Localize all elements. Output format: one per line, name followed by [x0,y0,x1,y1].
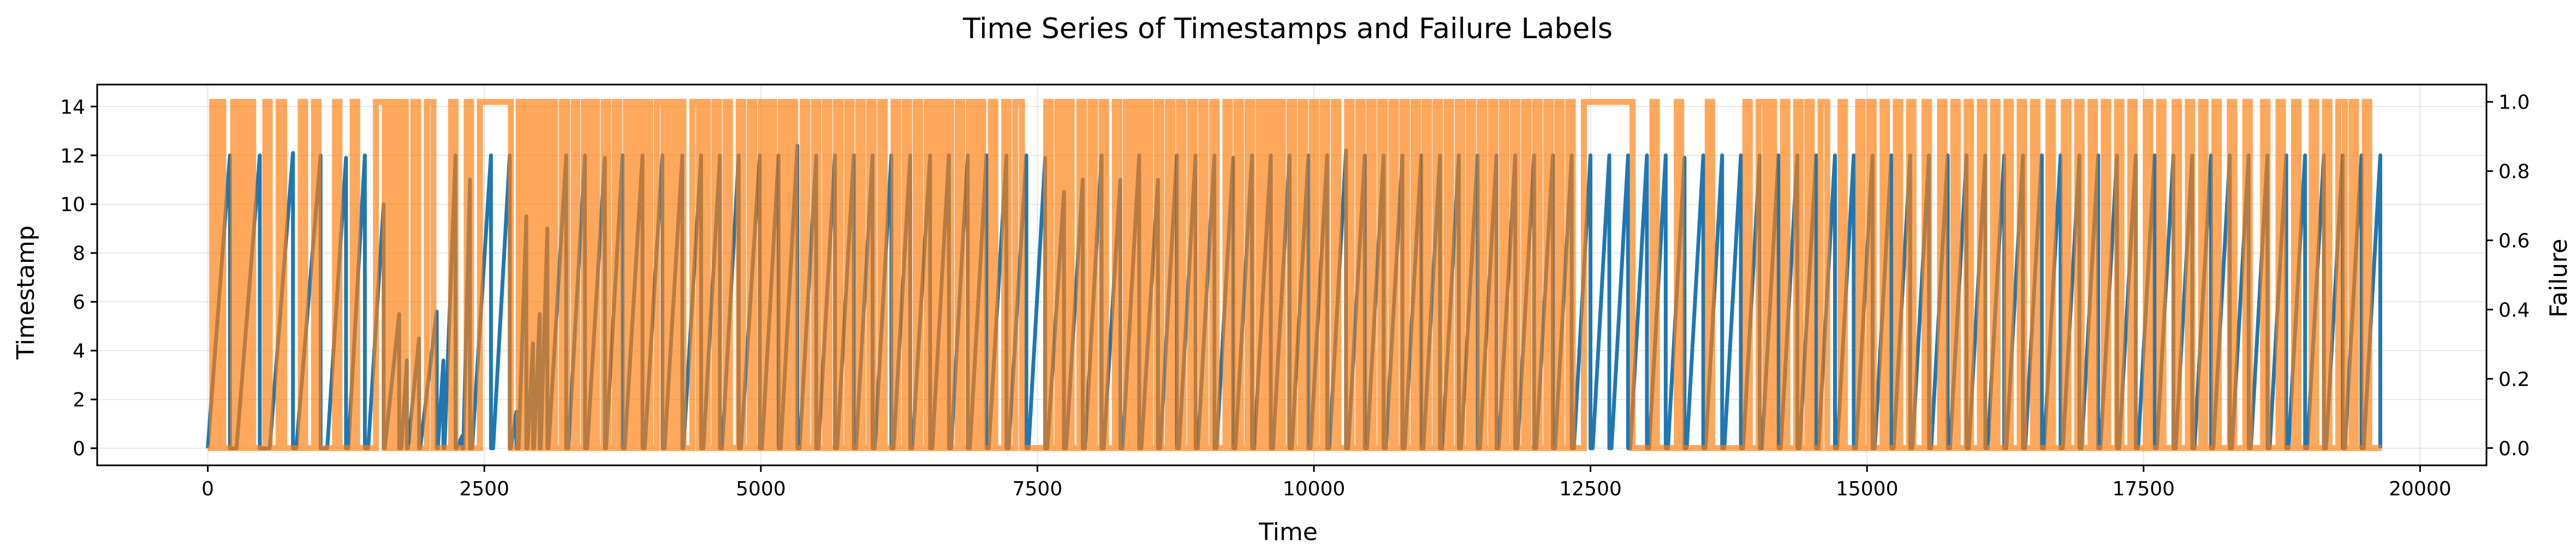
y-tick-left-label: 0 [73,438,85,460]
x-tick-label: 17500 [2113,478,2175,500]
y-tick-right-label: 0.2 [2498,368,2530,391]
y-tick-right-label: 0.4 [2498,299,2530,321]
x-tick-label: 15000 [1836,478,1899,500]
failure-series [207,99,2382,451]
y-tick-left-label: 12 [60,145,85,167]
y-tick-right-label: 0.6 [2498,230,2530,253]
x-tick-label: 20000 [2389,478,2452,500]
y-tick-left-label: 10 [60,194,85,216]
y-tick-right-label: 0.0 [2498,438,2530,460]
y-tick-left-label: 2 [73,389,85,411]
y-axis-right: 0.0 0.2 0.4 0.6 0.8 1.0 [2486,92,2530,460]
x-tick-label: 7500 [1013,478,1063,500]
failure-line [207,99,2382,451]
y-tick-right-label: 1.0 [2498,92,2530,114]
x-axis-label: Time [1258,518,1318,546]
y-tick-left-label: 6 [73,291,85,314]
chart-title: Time Series of Timestamps and Failure La… [962,13,1613,45]
y-tick-left-label: 4 [73,340,85,363]
y-tick-right-label: 0.8 [2498,161,2530,183]
plot-frame [96,83,2488,466]
y-axis-left: 0 2 4 6 8 10 12 14 [60,96,97,460]
x-tick-label: 10000 [1283,478,1346,500]
x-tick-label: 2500 [459,478,509,500]
y-tick-left-label: 8 [73,243,85,265]
x-tick-label: 12500 [1559,478,1622,500]
x-tick-label: 0 [201,478,214,500]
y-tick-left-label: 14 [60,96,85,118]
y-axis-right-label: Failure [2545,239,2573,318]
x-tick-label: 5000 [736,478,786,500]
x-axis: 0 2500 5000 7500 10000 12500 15000 17500 20000 [201,465,2452,500]
y-axis-left-label: Timestamp [12,225,40,360]
